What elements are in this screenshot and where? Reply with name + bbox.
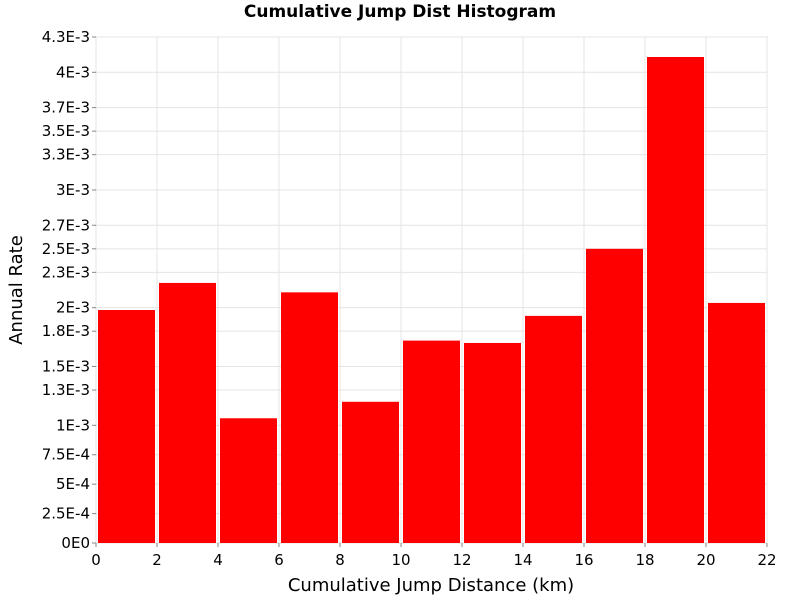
y-tick-label: 3E-3 [56, 181, 90, 199]
x-tick-label: 8 [335, 551, 345, 569]
x-axis-title: Cumulative Jump Distance (km) [288, 575, 574, 596]
y-tick-label: 2.5E-3 [42, 240, 90, 258]
y-tick-label: 1E-3 [56, 416, 90, 434]
x-tick-label: 4 [213, 551, 223, 569]
histogram-bar [159, 282, 216, 543]
y-tick-label: 3.5E-3 [42, 122, 90, 140]
x-tick-label: 20 [696, 551, 715, 569]
y-tick-label: 0E0 [61, 534, 90, 552]
y-tick-label: 1.8E-3 [42, 322, 90, 340]
histogram-bar [708, 302, 765, 543]
y-axis-ticks: 0E0 2.5E-4 5E-4 7.5E-4 1E-3 1.3E-3 1.5E-3 1.8E-… [42, 28, 96, 552]
x-tick-label: 22 [757, 551, 776, 569]
y-tick-label: 2.5E-4 [42, 505, 90, 523]
histogram-bar [525, 315, 582, 543]
histogram-bar [281, 292, 338, 543]
x-tick-label: 2 [152, 551, 162, 569]
y-tick-label: 3.7E-3 [42, 99, 90, 117]
y-tick-label: 1.3E-3 [42, 381, 90, 399]
histogram-bar [647, 57, 704, 544]
histogram-bar [403, 340, 460, 543]
x-tick-label: 0 [91, 551, 101, 569]
y-tick-label: 2.3E-3 [42, 263, 90, 281]
x-tick-label: 18 [635, 551, 654, 569]
y-tick-label: 5E-4 [56, 475, 90, 493]
y-tick-label: 4E-3 [56, 63, 90, 81]
y-tick-label: 4.3E-3 [42, 28, 90, 46]
histogram-bar [464, 342, 521, 543]
y-tick-label: 2.7E-3 [42, 216, 90, 234]
x-tick-label: 12 [452, 551, 471, 569]
chart-title: Cumulative Jump Dist Histogram [243, 2, 557, 22]
x-tick-label: 6 [274, 551, 284, 569]
bars [98, 57, 765, 544]
y-axis-title: Annual Rate [6, 235, 27, 345]
histogram-bar [98, 310, 155, 543]
histogram-bar [342, 401, 399, 543]
y-tick-label: 3.3E-3 [42, 146, 90, 164]
y-tick-label: 2E-3 [56, 299, 90, 317]
x-tick-label: 14 [513, 551, 532, 569]
y-tick-label: 7.5E-4 [42, 446, 90, 464]
histogram-bar [586, 248, 643, 543]
y-tick-label: 1.5E-3 [42, 357, 90, 375]
x-tick-label: 10 [391, 551, 410, 569]
x-tick-label: 16 [574, 551, 593, 569]
histogram-bar [220, 418, 277, 543]
x-axis-ticks: 0 2 4 6 8 10 12 14 16 18 20 22 [91, 543, 777, 569]
